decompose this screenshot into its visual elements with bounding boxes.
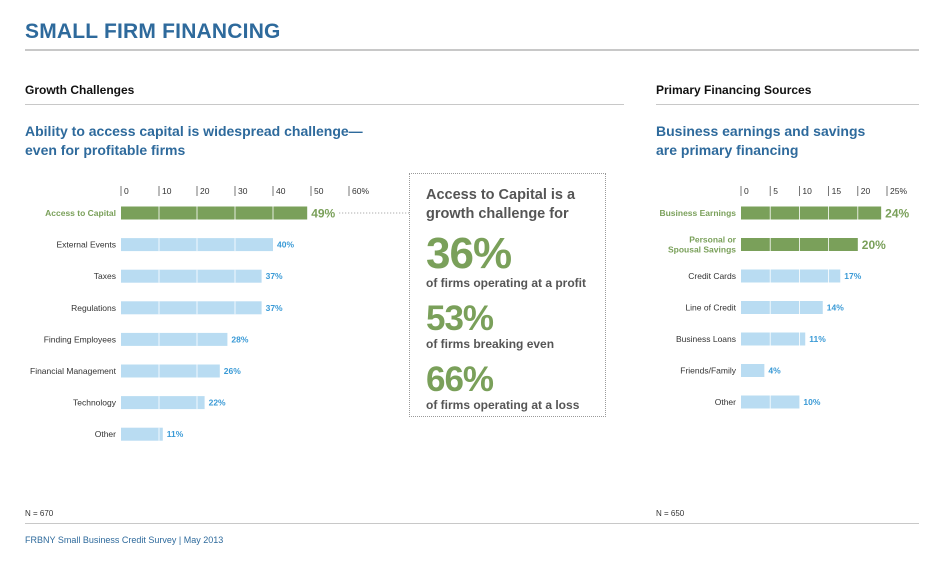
axis-tick-label: 0 [744, 186, 749, 196]
axis-tick-label: 20 [200, 186, 210, 196]
category-label: Friends/Family [680, 366, 736, 376]
value-label: 49% [311, 207, 335, 221]
page-title: SMALL FIRM FINANCING [25, 20, 281, 43]
value-label: 20% [862, 238, 886, 252]
callout-heading-line1: Access to Capital is a [426, 187, 576, 203]
bar [121, 364, 220, 378]
category-label: Finding Employees [44, 334, 116, 344]
bar [741, 206, 882, 220]
category-label: Taxes [94, 271, 116, 281]
right-section-divider [656, 104, 919, 105]
category-label: Access to Capital [45, 208, 116, 218]
callout-stat-profit: 36% of firms operating at a profit [426, 232, 605, 291]
axis-tick-label: 5 [773, 186, 778, 196]
value-label: 14% [827, 303, 844, 313]
category-label: Other [715, 397, 736, 407]
bar [741, 301, 823, 314]
category-label: External Events [56, 240, 116, 250]
financing-sources-chart: 0 5 10 15 20 25% Business Earnings 24% Personal … [659, 186, 910, 409]
bar [121, 427, 163, 441]
axis-tick-label: 0 [124, 186, 129, 196]
bar [121, 301, 262, 315]
value-label: 11% [167, 429, 184, 439]
footer-source: FRBNY Small Business Credit Survey | May… [25, 535, 224, 545]
category-label: Regulations [71, 303, 116, 313]
callout-stat-loss: 66% of firms operating at a loss [426, 362, 605, 413]
category-label: Line of Credit [685, 303, 736, 313]
right-subtitle-line2: are primary financing [656, 142, 799, 158]
value-label: 22% [209, 398, 226, 408]
category-label: Credit Cards [688, 271, 736, 281]
axis-tick-label: 25% [890, 186, 907, 196]
value-label: 4% [768, 366, 781, 376]
axis-tick-label: 10 [802, 186, 812, 196]
value-label: 11% [809, 334, 826, 344]
bar [121, 396, 205, 410]
callout-heading: Access to Capital is a growth challenge … [426, 186, 605, 224]
value-label: 37% [266, 271, 283, 281]
value-label: 10% [803, 397, 820, 407]
callout-stat-label: of firms operating at a loss [426, 398, 580, 412]
bar [121, 269, 262, 283]
category-label: Spousal Savings [668, 245, 736, 255]
bar [121, 332, 228, 346]
value-label: 40% [277, 240, 294, 250]
callout-stat-value: 36% [426, 229, 512, 278]
value-label: 28% [231, 334, 248, 344]
category-label: Other [95, 429, 116, 439]
bar [741, 269, 841, 283]
left-section-heading: Growth Challenges [25, 83, 135, 97]
axis-tick-label: 15 [832, 186, 842, 196]
value-label: 26% [224, 366, 241, 376]
value-label: 24% [885, 207, 909, 221]
bar [741, 364, 765, 377]
right-sample-size: N = 650 [656, 509, 685, 518]
value-label: 37% [266, 303, 283, 313]
axis-tick-label: 30 [238, 186, 248, 196]
category-label: Business Earnings [659, 208, 736, 218]
footer-divider [25, 523, 919, 524]
bar [121, 206, 308, 220]
axis-tick-label: 40 [276, 186, 286, 196]
callout-stat-breakeven: 53% of firms breaking even [426, 301, 605, 352]
callout-stat-label: of firms breaking even [426, 337, 555, 351]
callout-stat-value: 66% [426, 360, 494, 399]
axis-tick-label: 10 [162, 186, 172, 196]
access-to-capital-callout: Access to Capital is a growth challenge … [409, 173, 606, 417]
category-label: Business Loans [676, 334, 736, 344]
bar [741, 332, 806, 346]
category-label: Technology [73, 398, 117, 408]
axis-tick-label: 60% [352, 186, 369, 196]
growth-challenges-chart: 0 10 20 30 40 50 60% Access to Capital 49% Extern… [30, 186, 409, 441]
left-sample-size: N = 670 [25, 509, 54, 518]
right-subtitle-line1: Business earnings and savings [656, 123, 866, 139]
left-subtitle: Ability to access capital is widespread … [25, 122, 363, 160]
axis-tick-label: 20 [861, 186, 871, 196]
callout-stat-value: 53% [426, 299, 494, 338]
left-subtitle-line1: Ability to access capital is widespread … [25, 123, 363, 139]
category-label: Financial Management [30, 366, 117, 376]
right-section-heading: Primary Financing Sources [656, 83, 812, 97]
axis-tick-label: 50 [314, 186, 324, 196]
value-label: 17% [844, 271, 861, 281]
right-subtitle: Business earnings and savings are primar… [656, 122, 865, 160]
callout-stat-label: of firms operating at a profit [426, 276, 587, 290]
title-divider [25, 49, 919, 51]
left-subtitle-line2: even for profitable firms [25, 142, 186, 158]
category-label: Personal or [689, 235, 736, 245]
left-section-divider [25, 104, 624, 105]
callout-heading-line2: growth challenge for [426, 206, 569, 222]
